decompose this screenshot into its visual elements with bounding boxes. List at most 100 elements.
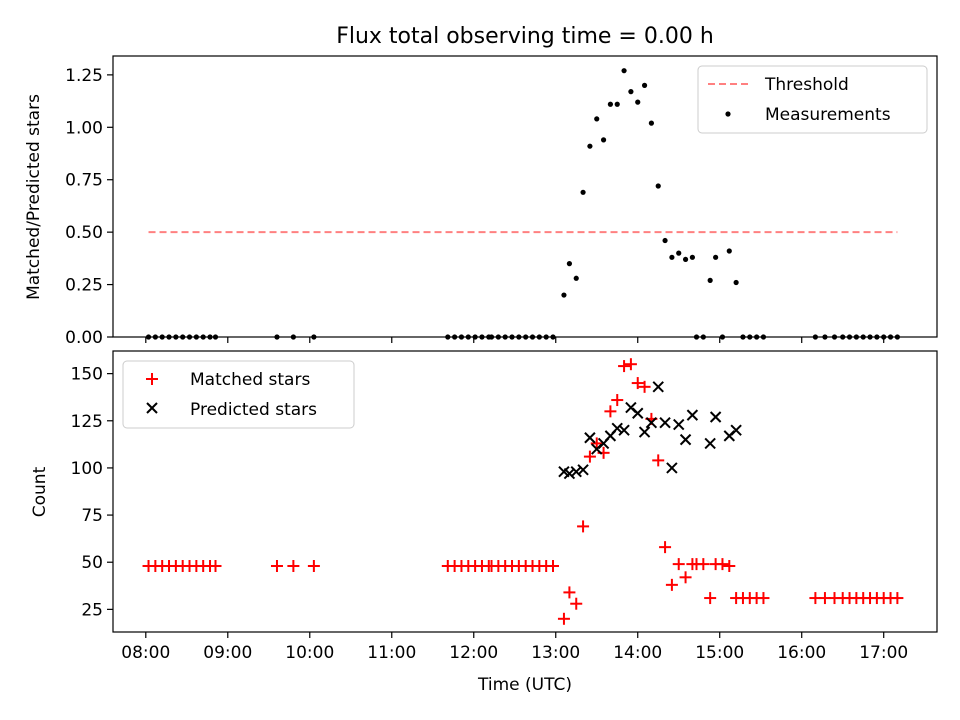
matched-star-marker [307,559,320,572]
top-legend: Threshold Measurements [697,65,928,134]
measurement-point [594,116,600,122]
bottom-panel: 25 50 75 100 125 150 08:00 09:00 10:00 11:00 12:0… [30,350,938,695]
matched-star-marker [270,559,283,572]
top-y-tick-label: 0.00 [65,328,103,348]
top-y-tick-label: 1.25 [65,66,103,86]
predicted-legend-swatch [146,402,158,414]
x-tick-label: 13:00 [531,643,580,663]
top-axes-frame [112,55,938,338]
top-y-tick-label: 0.75 [65,171,103,191]
predicted-legend-label: Predicted stars [190,400,317,420]
predicted-star-marker [570,465,582,478]
bottom-y-axis-label: Count [30,466,50,517]
matched-star-marker [679,571,692,584]
bottom-legend-box [122,360,355,429]
predicted-star-marker [679,433,692,446]
top-y-tick-label: 0.25 [65,276,103,296]
measurement-point [614,101,620,107]
measurement-point [669,254,675,260]
matched-star-marker [570,597,583,610]
measurements-legend-swatch [725,111,731,117]
x-tick-label: 15:00 [695,643,744,663]
count-markers-layer [142,358,904,625]
predicted-star-marker [584,432,596,444]
predicted-star-marker [704,437,716,450]
predicted-star-marker [652,381,664,393]
measurement-point [587,143,593,149]
predicted-star-marker [659,416,671,429]
top-x-axis [145,337,885,343]
measurement-point [676,250,682,256]
predicted-star-marker [686,409,699,421]
matched-star-marker [547,559,560,572]
bottom-y-tick-label: 125 [71,412,103,432]
x-tick-label: 12:00 [449,643,498,663]
bottom-y-tick-label: 25 [81,600,103,620]
threshold-legend-label: Threshold [764,75,849,95]
bottom-legend: Matched stars Predicted stars [122,360,355,429]
measurement-point [682,256,689,263]
x-tick-label: 08:00 [121,643,170,663]
bottom-y-axis: 25 50 75 100 125 150 [71,365,113,620]
measurement-point [689,254,695,260]
top-y-axis-label: Matched/Predicted stars [24,94,44,300]
top-panel: Flux total observing time = 0.00 h 0.000… [24,24,938,348]
chart-title: Flux total observing time = 0.00 h [336,24,714,49]
matched-star-marker [723,559,736,572]
x-tick-label: 09:00 [203,643,252,663]
measurement-point [600,137,607,143]
measurement-point [662,237,668,244]
matched-star-marker [672,558,685,571]
measurement-point [628,89,634,95]
matched-legend-swatch [146,373,158,385]
predicted-star-marker [730,424,742,436]
top-y-axis: 0.00 0.25 0.50 0.75 1.00 1.25 [65,66,113,348]
predicted-star-marker [611,422,623,435]
x-tick-label: 16:00 [777,643,826,663]
top-legend-box [697,65,928,134]
x-tick-label: 17:00 [859,643,908,663]
bottom-x-axis: 08:00 09:00 10:00 11:00 12:00 13:00 14:00 15:00… [121,632,908,663]
predicted-star-marker [632,407,644,419]
matched-star-marker [716,558,729,571]
matched-star-marker [624,358,637,371]
matched-star-marker [577,520,590,533]
measurement-point [733,279,739,286]
measurement-point [726,248,732,254]
matched-star-marker [611,394,624,407]
bottom-y-tick-label: 150 [71,365,103,385]
measurement-point [707,277,713,283]
top-y-tick-label: 0.50 [65,223,103,243]
measurement-point [621,68,627,74]
matched-star-marker [209,559,222,572]
predicted-star-marker [666,462,678,474]
matched-star-marker [757,592,770,605]
matched-star-marker [891,592,904,605]
x-axis-label: Time (UTC) [477,675,572,695]
bottom-y-tick-label: 100 [71,459,103,479]
matched-star-marker [604,405,617,418]
predicted-star-marker [618,424,630,436]
predicted-star-marker [673,418,685,431]
bottom-y-tick-label: 50 [81,553,103,573]
matched-star-marker [618,360,631,373]
matched-star-marker [697,558,710,571]
predicted-star-marker [577,464,589,476]
x-tick-label: 10:00 [285,643,334,663]
matched-legend-label: Matched stars [190,370,310,390]
matched-star-marker [659,541,672,554]
measurement-point [648,120,655,126]
top-y-tick-label: 1.00 [65,118,103,138]
predicted-star-marker [563,467,576,480]
measurement-point [655,183,661,189]
matched-star-marker [704,592,717,605]
x-tick-label: 14:00 [613,643,662,663]
measurement-point [607,101,614,107]
measurement-point [580,189,586,195]
matched-star-marker [590,437,603,450]
matched-star-marker [665,578,678,591]
matched-star-marker [652,454,665,467]
bottom-axes-frame [112,350,938,633]
measurement-point [573,275,579,281]
matched-star-marker [557,612,570,625]
